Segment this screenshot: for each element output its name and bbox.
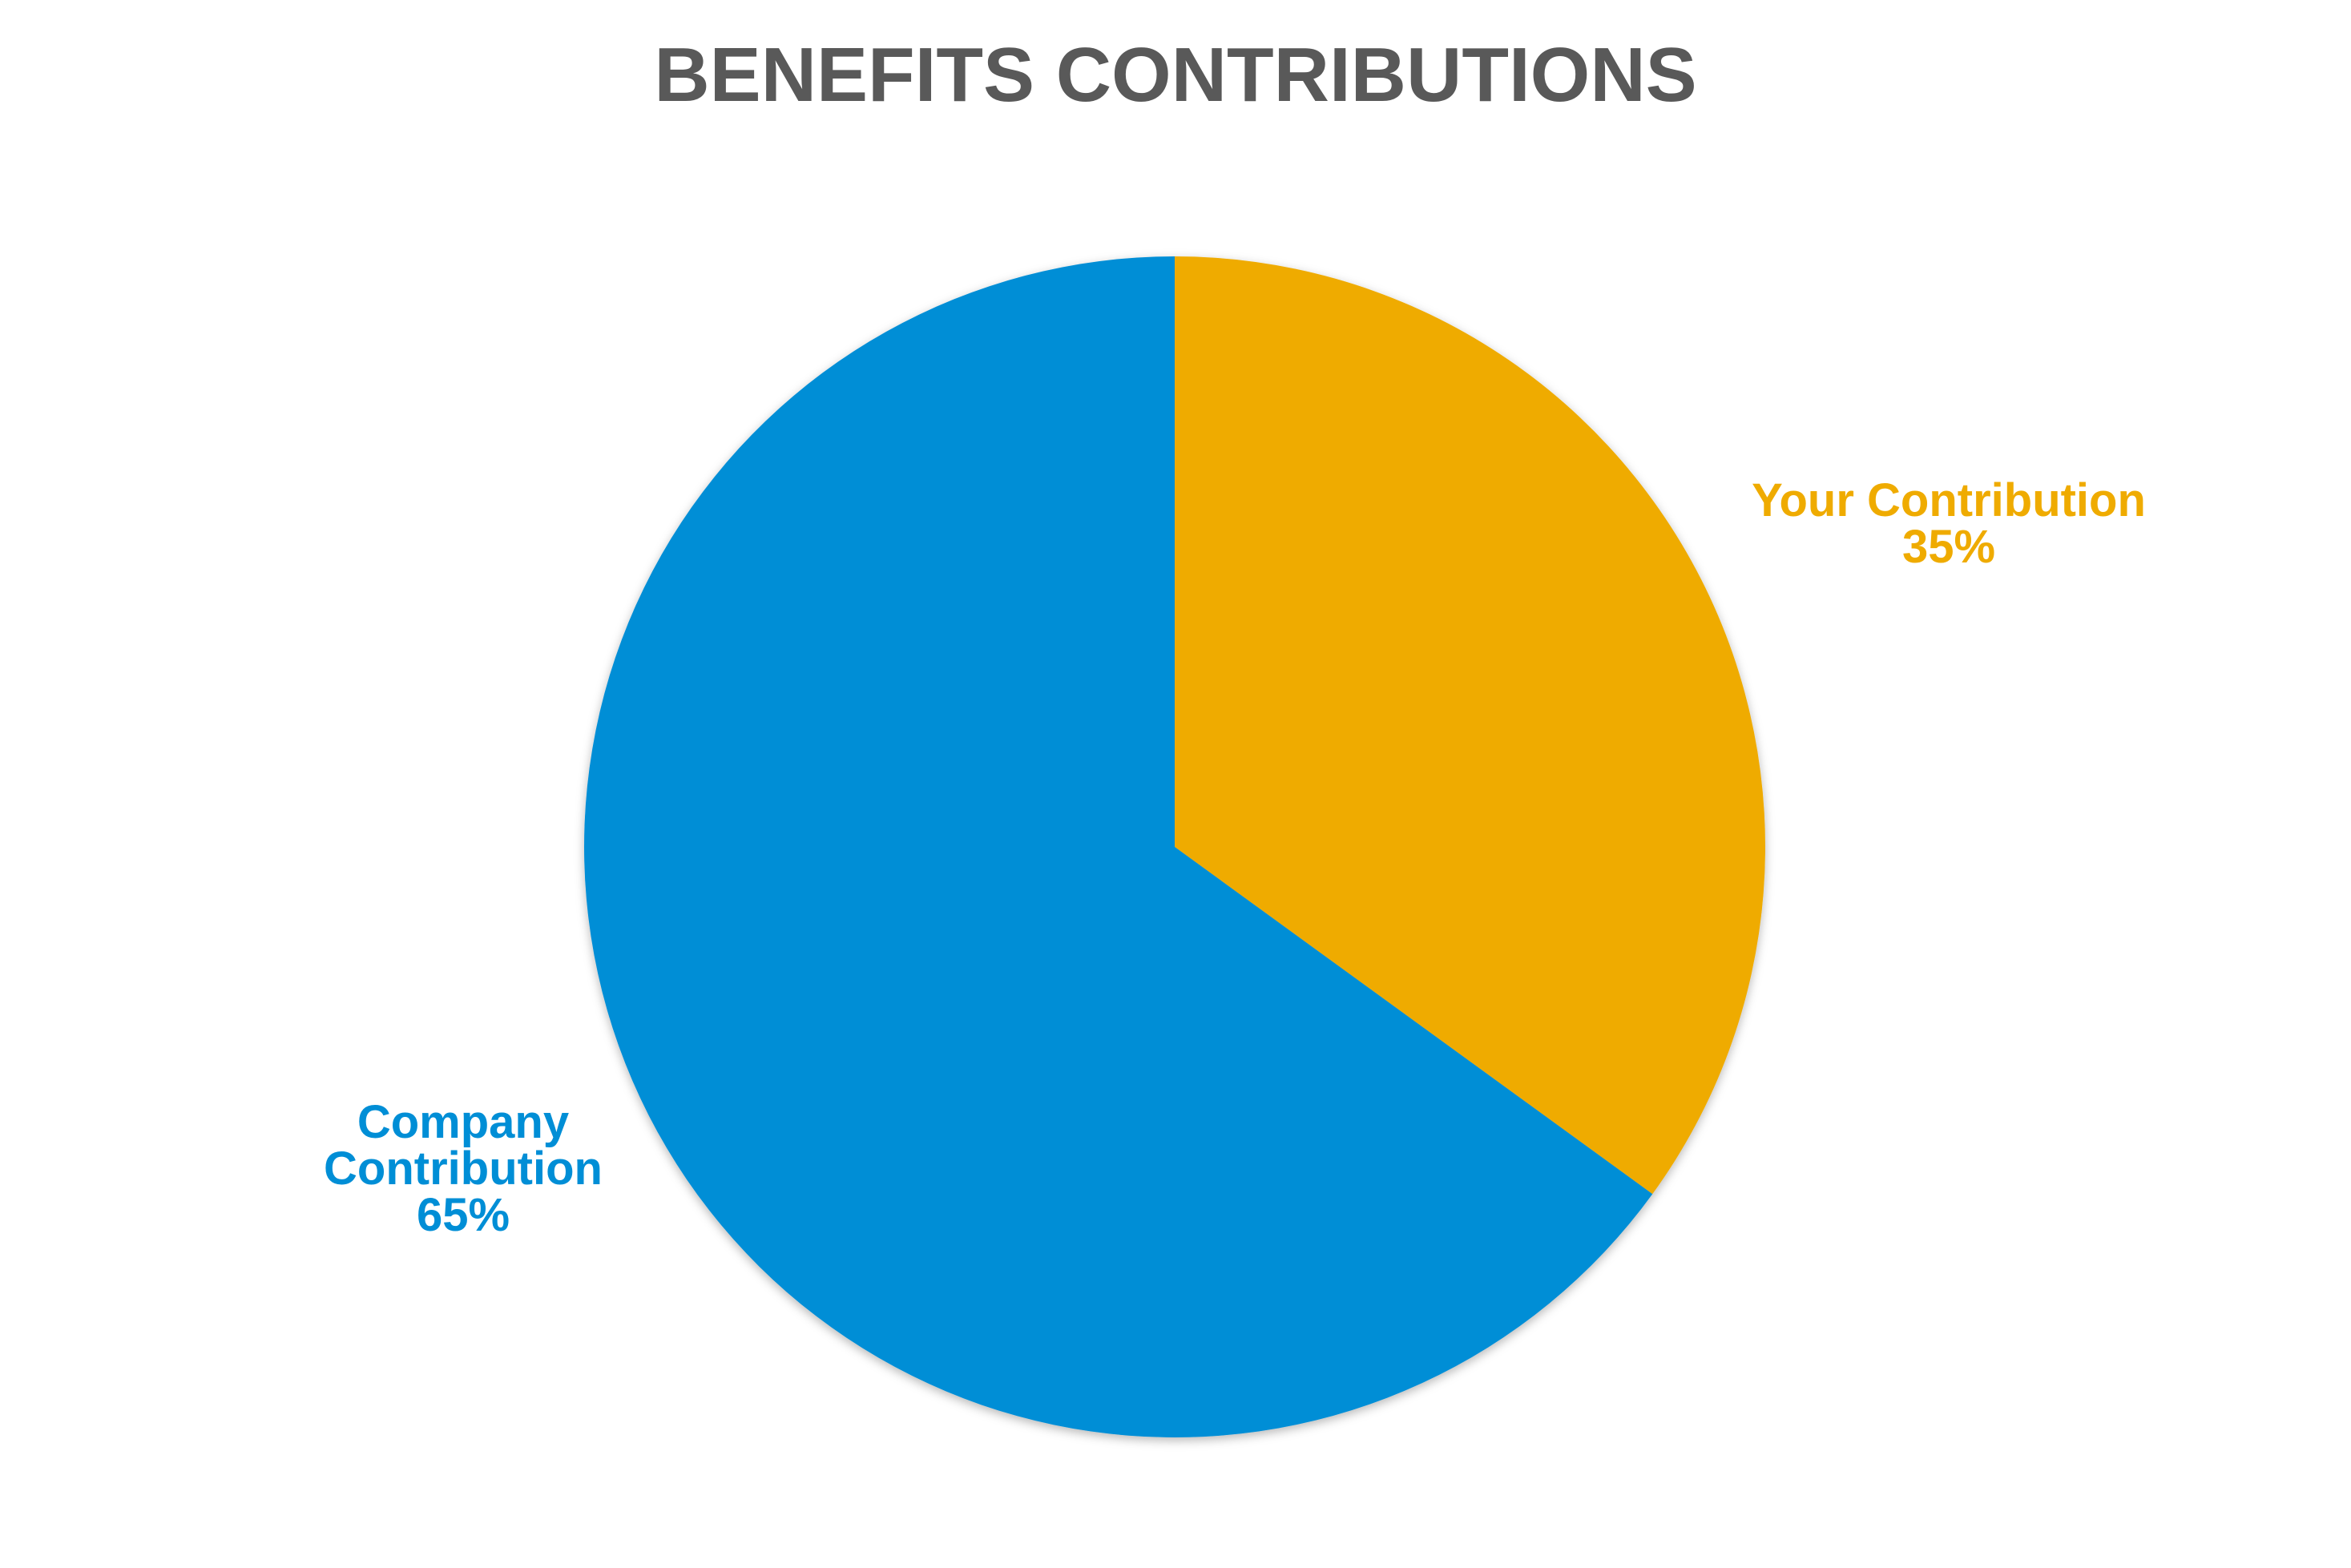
data-label-line: 65% — [417, 1189, 510, 1241]
pie-slices — [584, 256, 1766, 1438]
chart-title: BENEFITS CONTRIBUTIONS — [654, 32, 1696, 118]
data-label-line: 35% — [1902, 521, 1995, 573]
data-label-company-contribution: Company Contribution 65% — [324, 1096, 603, 1241]
data-label-line: Contribution — [324, 1143, 603, 1195]
pie-slice-company-contribution — [584, 256, 1653, 1438]
pie-labels: Your Contribution 35% Company Contribution 6… — [324, 474, 2146, 1241]
pie-slice-your-contribution — [1175, 256, 1766, 1195]
data-label-line: Company — [357, 1096, 569, 1148]
data-label-your-contribution: Your Contribution 35% — [1752, 474, 2146, 573]
data-label-line: Your Contribution — [1752, 474, 2146, 526]
